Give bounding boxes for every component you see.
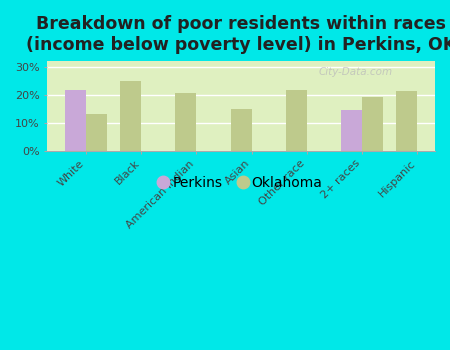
Bar bbox=[396, 91, 418, 150]
Legend: Perkins, Oklahoma: Perkins, Oklahoma bbox=[154, 170, 328, 196]
Bar bbox=[176, 93, 197, 150]
Bar bbox=[341, 110, 362, 150]
Bar bbox=[65, 90, 86, 150]
Bar bbox=[231, 109, 252, 150]
Bar bbox=[86, 114, 107, 150]
Bar bbox=[120, 80, 141, 150]
Title: Breakdown of poor residents within races
(income below poverty level) in Perkins: Breakdown of poor residents within races… bbox=[26, 15, 450, 54]
Bar bbox=[286, 90, 307, 150]
Bar bbox=[362, 97, 383, 150]
Text: City-Data.com: City-Data.com bbox=[319, 67, 393, 77]
